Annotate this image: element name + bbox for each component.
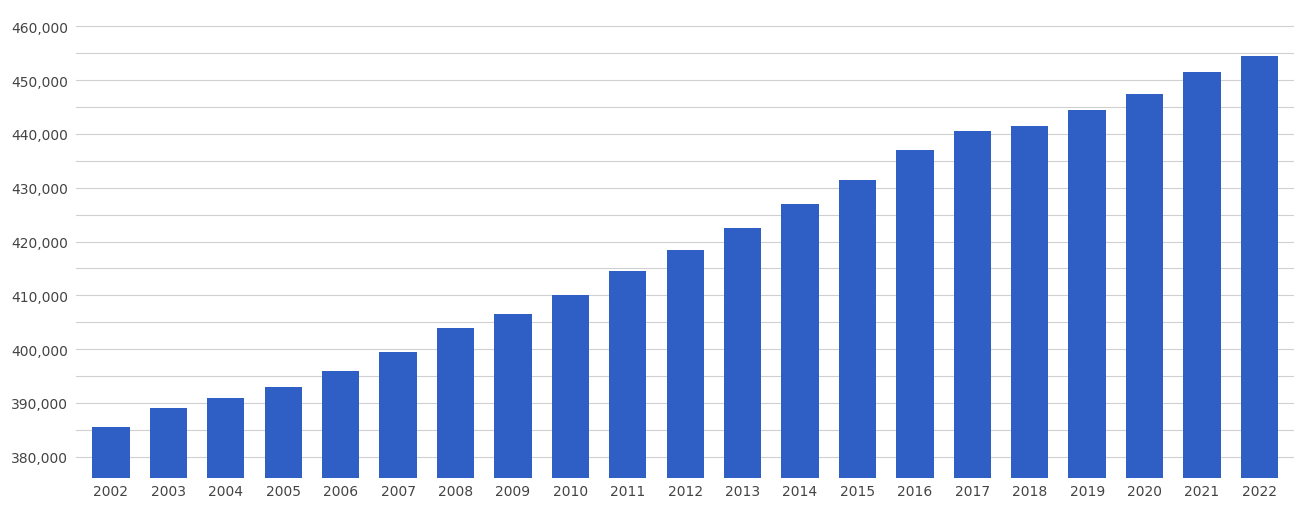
Bar (954, 132, 990, 509)
Bar (322, 371, 359, 509)
Bar (150, 409, 187, 509)
Bar (609, 272, 646, 509)
Bar (1184, 73, 1220, 509)
Bar (552, 296, 589, 509)
Bar (1241, 56, 1278, 509)
Bar (265, 387, 301, 509)
Bar (1069, 110, 1105, 509)
Bar (667, 250, 703, 509)
Bar (437, 328, 474, 509)
Bar (495, 315, 531, 509)
Bar (897, 151, 933, 509)
Bar (1011, 127, 1048, 509)
Bar (207, 398, 244, 509)
Bar (380, 352, 416, 509)
Bar (93, 428, 129, 509)
Bar (724, 229, 761, 509)
Bar (839, 180, 876, 509)
Bar (1126, 94, 1163, 509)
Bar (782, 205, 818, 509)
